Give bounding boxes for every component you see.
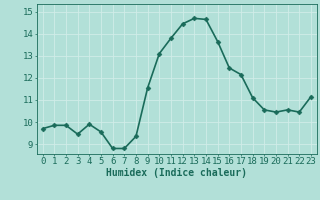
X-axis label: Humidex (Indice chaleur): Humidex (Indice chaleur) [106, 168, 247, 178]
